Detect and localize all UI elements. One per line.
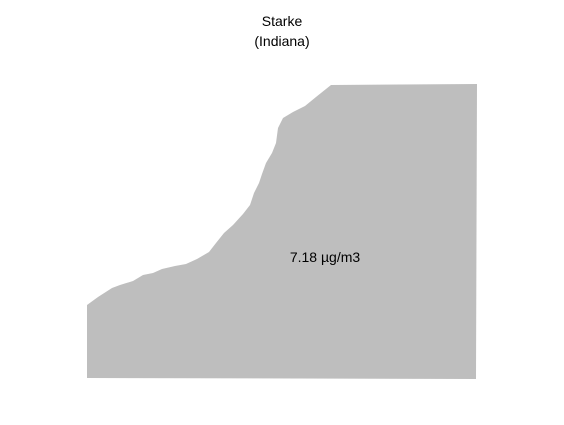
map-title: Starke (Indiana) (0, 11, 564, 51)
state-name: (Indiana) (254, 33, 310, 49)
county-shape (87, 84, 477, 379)
concentration-label: 7.18 µg/m3 (290, 249, 361, 265)
county-name: Starke (261, 13, 303, 29)
